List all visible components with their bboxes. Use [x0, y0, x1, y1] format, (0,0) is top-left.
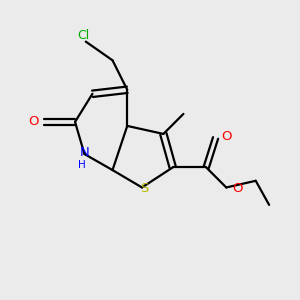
Text: N: N	[80, 146, 89, 159]
Text: O: O	[232, 182, 243, 195]
Text: Cl: Cl	[77, 29, 89, 42]
Text: S: S	[140, 182, 148, 195]
Text: H: H	[78, 160, 85, 170]
Text: O: O	[222, 130, 232, 143]
Text: O: O	[28, 115, 38, 128]
